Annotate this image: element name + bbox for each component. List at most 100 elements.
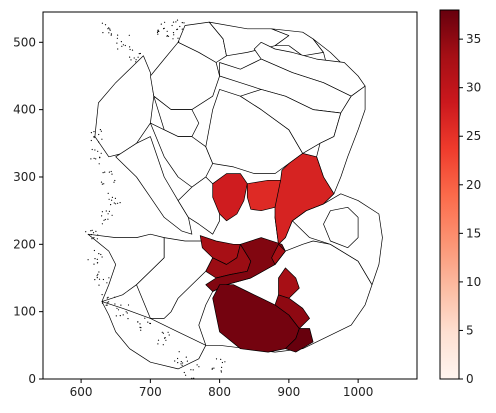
boundary-point xyxy=(177,37,179,39)
boundary-point xyxy=(100,253,102,256)
boundary-point xyxy=(105,304,107,306)
boundary-point xyxy=(101,256,103,258)
boundary-point xyxy=(166,35,168,37)
boundary-point xyxy=(125,311,127,313)
region-r33 xyxy=(271,243,286,265)
boundary-point xyxy=(114,179,116,182)
y-axis: 0 100 200 300 400 500 xyxy=(13,35,43,386)
boundary-point xyxy=(176,28,178,31)
region-r28 xyxy=(205,237,286,292)
boundary-point xyxy=(220,358,222,360)
boundary-point xyxy=(119,202,121,204)
boundary-point xyxy=(157,343,159,345)
x-tick-label: 1000 xyxy=(343,385,374,399)
boundary-point xyxy=(107,28,109,30)
boundary-point xyxy=(93,131,95,133)
boundary-point xyxy=(139,52,141,55)
boundary-point xyxy=(98,163,100,165)
boundary-point xyxy=(120,304,122,306)
boundary-point xyxy=(114,197,116,199)
x-tick-label: 800 xyxy=(208,385,231,399)
boundary-point xyxy=(94,258,96,260)
boundary-point xyxy=(109,28,111,30)
boundary-point xyxy=(139,326,141,328)
boundary-point xyxy=(96,277,98,279)
boundary-point xyxy=(91,229,93,231)
boundary-point xyxy=(106,304,108,306)
boundary-point xyxy=(173,34,175,36)
colorbar-gradient xyxy=(439,9,460,380)
boundary-point xyxy=(108,171,110,173)
boundary-point xyxy=(100,152,102,154)
region-r31 xyxy=(278,267,300,299)
boundary-point xyxy=(107,218,109,220)
boundary-point xyxy=(110,170,112,173)
boundary-point xyxy=(124,44,126,47)
boundary-point xyxy=(211,367,213,369)
boundary-point xyxy=(137,321,139,323)
boundary-point xyxy=(101,223,103,225)
boundary-point xyxy=(93,263,95,265)
boundary-point xyxy=(172,31,175,34)
boundary-point xyxy=(140,329,142,331)
boundary-point xyxy=(96,275,98,277)
boundary-point xyxy=(221,366,223,368)
boundary-point xyxy=(221,361,223,364)
boundary-point xyxy=(129,48,131,51)
boundary-point xyxy=(165,339,167,341)
colorbar-tick-label: 20 xyxy=(466,178,481,192)
boundary-point xyxy=(101,138,103,140)
boundary-point xyxy=(92,232,95,234)
boundary-point xyxy=(93,136,95,138)
boundary-point xyxy=(111,214,113,216)
boundary-point xyxy=(119,315,121,317)
boundary-point xyxy=(122,314,124,316)
boundary-point xyxy=(108,27,110,29)
boundary-point xyxy=(90,230,92,232)
boundary-point xyxy=(176,19,179,21)
boundary-point xyxy=(181,28,183,30)
boundary-point xyxy=(147,321,149,323)
boundary-point xyxy=(183,371,185,374)
boundary-point xyxy=(149,322,152,325)
boundary-point xyxy=(116,37,118,39)
boundary-point xyxy=(117,34,119,36)
boundary-point xyxy=(95,158,97,160)
boundary-point xyxy=(114,296,116,298)
boundary-point xyxy=(110,33,112,35)
boundary-point xyxy=(127,304,130,306)
boundary-point xyxy=(133,57,135,59)
boundary-point xyxy=(166,30,168,32)
region-r22 xyxy=(212,173,248,222)
boundary-point xyxy=(157,339,160,341)
boundary-point xyxy=(100,181,103,183)
colorbar-tick-label: 0 xyxy=(466,372,474,386)
boundary-point xyxy=(121,45,123,47)
boundary-point xyxy=(114,303,116,305)
region-r32 xyxy=(285,328,314,353)
boundary-point xyxy=(130,59,132,61)
boundary-point xyxy=(164,337,166,339)
colorbar-ticks: 0 5 10 15 20 25 30 35 xyxy=(459,32,481,386)
boundary-point xyxy=(97,262,99,264)
boundary-point xyxy=(175,21,177,23)
boundary-point xyxy=(185,374,187,376)
boundary-point xyxy=(98,284,100,286)
regions xyxy=(87,21,383,370)
boundary-point xyxy=(180,361,182,363)
boundary-point xyxy=(93,249,95,252)
boundary-point xyxy=(177,362,179,364)
boundary-point xyxy=(162,332,164,334)
y-tick-label: 0 xyxy=(28,372,36,386)
boundary-point xyxy=(198,366,200,368)
boundary-point xyxy=(91,238,93,240)
boundary-point xyxy=(178,41,180,43)
boundary-point xyxy=(126,312,128,314)
boundary-point xyxy=(167,331,169,333)
boundary-point xyxy=(98,141,100,143)
boundary-point xyxy=(95,230,97,232)
boundary-point xyxy=(177,357,179,360)
y-tick-label: 100 xyxy=(13,305,36,319)
boundary-point xyxy=(107,192,109,194)
boundary-point xyxy=(137,56,139,58)
